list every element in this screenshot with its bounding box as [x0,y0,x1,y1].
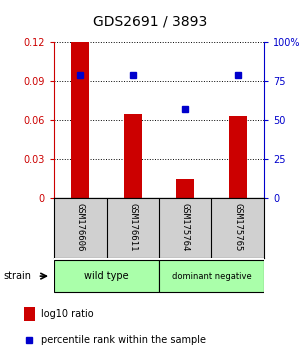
Text: GSM175764: GSM175764 [181,203,190,251]
Bar [159,260,264,292]
Bar [176,179,194,198]
Text: GSM175765: GSM175765 [233,203,242,251]
Bar [124,114,142,198]
Text: dominant negative: dominant negative [172,272,251,281]
Text: percentile rank within the sample: percentile rank within the sample [40,335,206,344]
Text: GDS2691 / 3893: GDS2691 / 3893 [93,14,207,28]
Text: GSM176606: GSM176606 [76,203,85,251]
Bar [54,260,159,292]
Text: GSM176611: GSM176611 [128,203,137,251]
Text: log10 ratio: log10 ratio [40,309,93,319]
Text: strain: strain [3,271,31,281]
Bar [229,116,247,198]
Text: wild type: wild type [84,271,129,281]
Bar [24,307,35,321]
Bar [71,42,89,198]
